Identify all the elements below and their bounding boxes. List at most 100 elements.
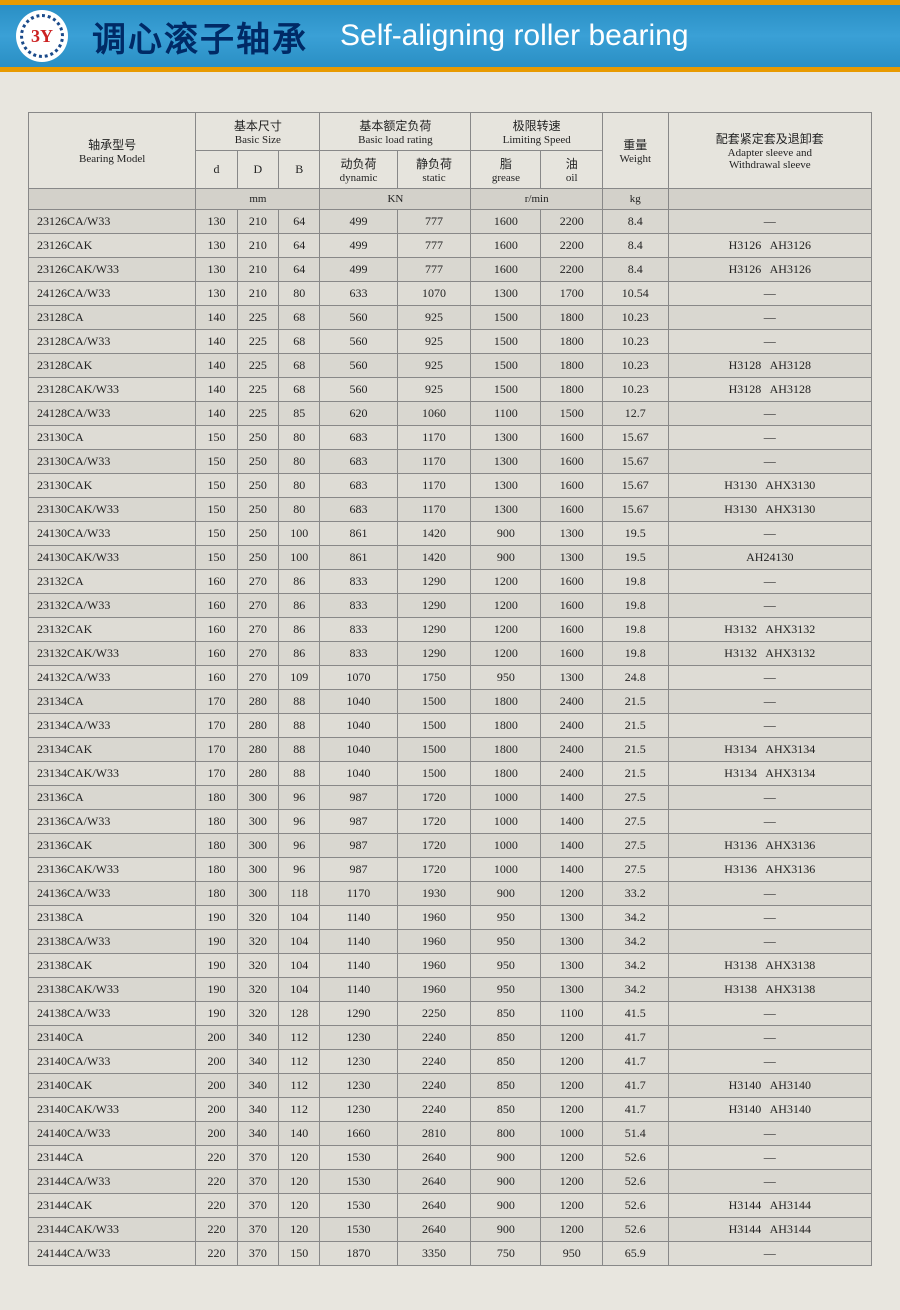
cell-value: 1290 <box>397 594 471 618</box>
table-row: 23144CA22037012015302640900120052.6— <box>29 1146 872 1170</box>
cell-value: 1300 <box>471 498 541 522</box>
u-rpm: r/min <box>471 189 603 210</box>
table-row: 23126CA/W3313021064499777160022008.4— <box>29 210 872 234</box>
cell-value: 120 <box>279 1218 320 1242</box>
cell-value: 280 <box>237 762 278 786</box>
cell-value: 250 <box>237 522 278 546</box>
cell-value: 150 <box>196 474 237 498</box>
cell-value: 52.6 <box>602 1146 668 1170</box>
col-stat-cn: 静负荷 <box>400 155 469 172</box>
cell-value: 86 <box>279 642 320 666</box>
cell-value: 1000 <box>471 810 541 834</box>
cell-model: 23134CA <box>29 690 196 714</box>
cell-value: 925 <box>397 330 471 354</box>
cell-value: 160 <box>196 618 237 642</box>
cell-value: 1530 <box>320 1170 397 1194</box>
cell-value: — <box>668 1050 871 1074</box>
cell-model: 23134CAK <box>29 738 196 762</box>
u-sleeve <box>668 189 871 210</box>
table-row: 23128CA140225685609251500180010.23— <box>29 306 872 330</box>
table-row: 23128CAK/W33140225685609251500180010.23H… <box>29 378 872 402</box>
cell-value: 15.67 <box>602 474 668 498</box>
cell-value: 1040 <box>320 738 397 762</box>
cell-model: 23138CAK/W33 <box>29 978 196 1002</box>
col-dyn-cn: 动负荷 <box>322 155 394 172</box>
cell-value: 987 <box>320 834 397 858</box>
cell-value: 1200 <box>541 882 602 906</box>
cell-value: H3144 AH3144 <box>668 1194 871 1218</box>
cell-value: H3134 AHX3134 <box>668 762 871 786</box>
cell-value: 1200 <box>471 594 541 618</box>
cell-value: — <box>668 210 871 234</box>
cell-model: 24136CA/W33 <box>29 882 196 906</box>
cell-value: 128 <box>279 1002 320 1026</box>
cell-value: 1960 <box>397 978 471 1002</box>
cell-value: 1100 <box>471 402 541 426</box>
cell-value: 499 <box>320 210 397 234</box>
cell-model: 23128CAK/W33 <box>29 378 196 402</box>
cell-value: 1170 <box>397 450 471 474</box>
col-load-en: Basic load rating <box>322 134 468 146</box>
cell-value: 34.2 <box>602 978 668 1002</box>
cell-value: 190 <box>196 930 237 954</box>
cell-model: 23126CAK/W33 <box>29 258 196 282</box>
col-weight-cn: 重量 <box>605 136 666 153</box>
cell-value: 33.2 <box>602 882 668 906</box>
cell-value: 1600 <box>541 450 602 474</box>
cell-value: 150 <box>196 426 237 450</box>
cell-model: 23128CAK <box>29 354 196 378</box>
cell-value: — <box>668 1026 871 1050</box>
cell-value: 150 <box>196 450 237 474</box>
cell-value: 900 <box>471 1146 541 1170</box>
cell-value: 10.23 <box>602 378 668 402</box>
cell-value: 1500 <box>541 402 602 426</box>
cell-value: — <box>668 522 871 546</box>
cell-value: 1500 <box>397 714 471 738</box>
table-row: 23134CA17028088104015001800240021.5— <box>29 690 872 714</box>
cell-value: 96 <box>279 786 320 810</box>
table-row: 23136CA/W331803009698717201000140027.5— <box>29 810 872 834</box>
cell-value: 560 <box>320 306 397 330</box>
table-head: 轴承型号 Bearing Model 基本尺寸 Basic Size 基本额定负… <box>29 113 872 210</box>
table-row: 23132CA1602708683312901200160019.8— <box>29 570 872 594</box>
cell-value: — <box>668 1002 871 1026</box>
cell-value: 560 <box>320 354 397 378</box>
bearing-table: 轴承型号 Bearing Model 基本尺寸 Basic Size 基本额定负… <box>28 112 872 1266</box>
cell-value: 1500 <box>471 330 541 354</box>
cell-value: 1060 <box>397 402 471 426</box>
cell-value: 104 <box>279 978 320 1002</box>
cell-value: 1300 <box>541 546 602 570</box>
cell-value: 68 <box>279 306 320 330</box>
cell-value: 51.4 <box>602 1122 668 1146</box>
cell-value: 112 <box>279 1098 320 1122</box>
cell-value: — <box>668 906 871 930</box>
table-row: 23130CAK/W331502508068311701300160015.67… <box>29 498 872 522</box>
cell-value: 1000 <box>471 834 541 858</box>
cell-value: 140 <box>196 330 237 354</box>
cell-value: 2200 <box>541 210 602 234</box>
cell-value: 88 <box>279 714 320 738</box>
cell-value: 1040 <box>320 762 397 786</box>
table-row: 23132CA/W331602708683312901200160019.8— <box>29 594 872 618</box>
cell-value: 1500 <box>397 690 471 714</box>
cell-value: 140 <box>196 378 237 402</box>
table-row: 23136CAK/W331803009698717201000140027.5H… <box>29 858 872 882</box>
cell-value: 1720 <box>397 810 471 834</box>
cell-value: 300 <box>237 786 278 810</box>
cell-value: 861 <box>320 522 397 546</box>
cell-value: 41.5 <box>602 1002 668 1026</box>
cell-value: 130 <box>196 210 237 234</box>
cell-value: — <box>668 306 871 330</box>
cell-value: 19.8 <box>602 642 668 666</box>
cell-model: 23140CAK/W33 <box>29 1098 196 1122</box>
cell-value: 112 <box>279 1074 320 1098</box>
cell-value: 27.5 <box>602 810 668 834</box>
cell-value: 1400 <box>541 786 602 810</box>
cell-value: 270 <box>237 618 278 642</box>
cell-value: 1500 <box>397 738 471 762</box>
cell-value: 833 <box>320 642 397 666</box>
cell-value: 1170 <box>397 498 471 522</box>
col-static: 静负荷 static <box>397 151 471 189</box>
cell-value: 120 <box>279 1170 320 1194</box>
cell-value: 2240 <box>397 1026 471 1050</box>
